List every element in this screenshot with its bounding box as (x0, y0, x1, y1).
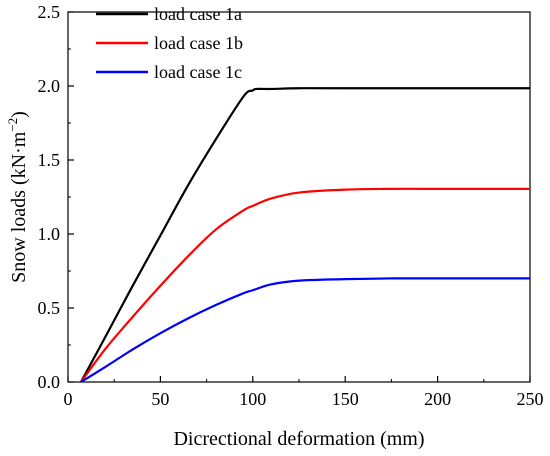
y-axis-title-close: ) (8, 111, 30, 118)
x-tick-label: 100 (239, 389, 266, 409)
x-tick-label: 150 (332, 389, 359, 409)
x-tick-label: 0 (64, 389, 73, 409)
y-axis-title-main: Snow loads (kN·m (8, 131, 30, 283)
y-tick-label: 1.0 (38, 224, 61, 244)
y-tick-label: 0.0 (38, 372, 61, 392)
y-tick-label: 2.5 (38, 2, 61, 22)
y-tick-label: 2.0 (38, 76, 61, 96)
y-tick-label: 0.5 (38, 298, 61, 318)
y-axis-title: Snow loads (kN·m−2) (5, 111, 30, 283)
x-tick-label: 200 (424, 389, 451, 409)
plot-border (67, 11, 531, 383)
x-axis-title: Dicrectional deformation (mm) (173, 428, 424, 450)
series-layer (79, 87, 530, 383)
plot-frame (67, 11, 531, 383)
legend-label-2: load case 1b (154, 33, 243, 53)
legend-label-3: load case 1c (154, 62, 242, 82)
series-line-2 (80, 187, 530, 383)
legend-label-1: load case 1a (154, 4, 242, 24)
y-tick-label: 1.5 (38, 150, 61, 170)
ticks-layer: 0 50 100 150 200 250 0.0 0.5 1.0 1.5 2.0 2.5 (38, 2, 544, 409)
legend: load case 1a load case 1b load case 1c (96, 4, 243, 82)
x-tick-label: 250 (517, 389, 544, 409)
series-line-3 (80, 277, 530, 383)
x-tick-label: 50 (151, 389, 169, 409)
y-axis-title-exponent: −2 (5, 118, 20, 132)
series-line-1 (79, 87, 530, 383)
